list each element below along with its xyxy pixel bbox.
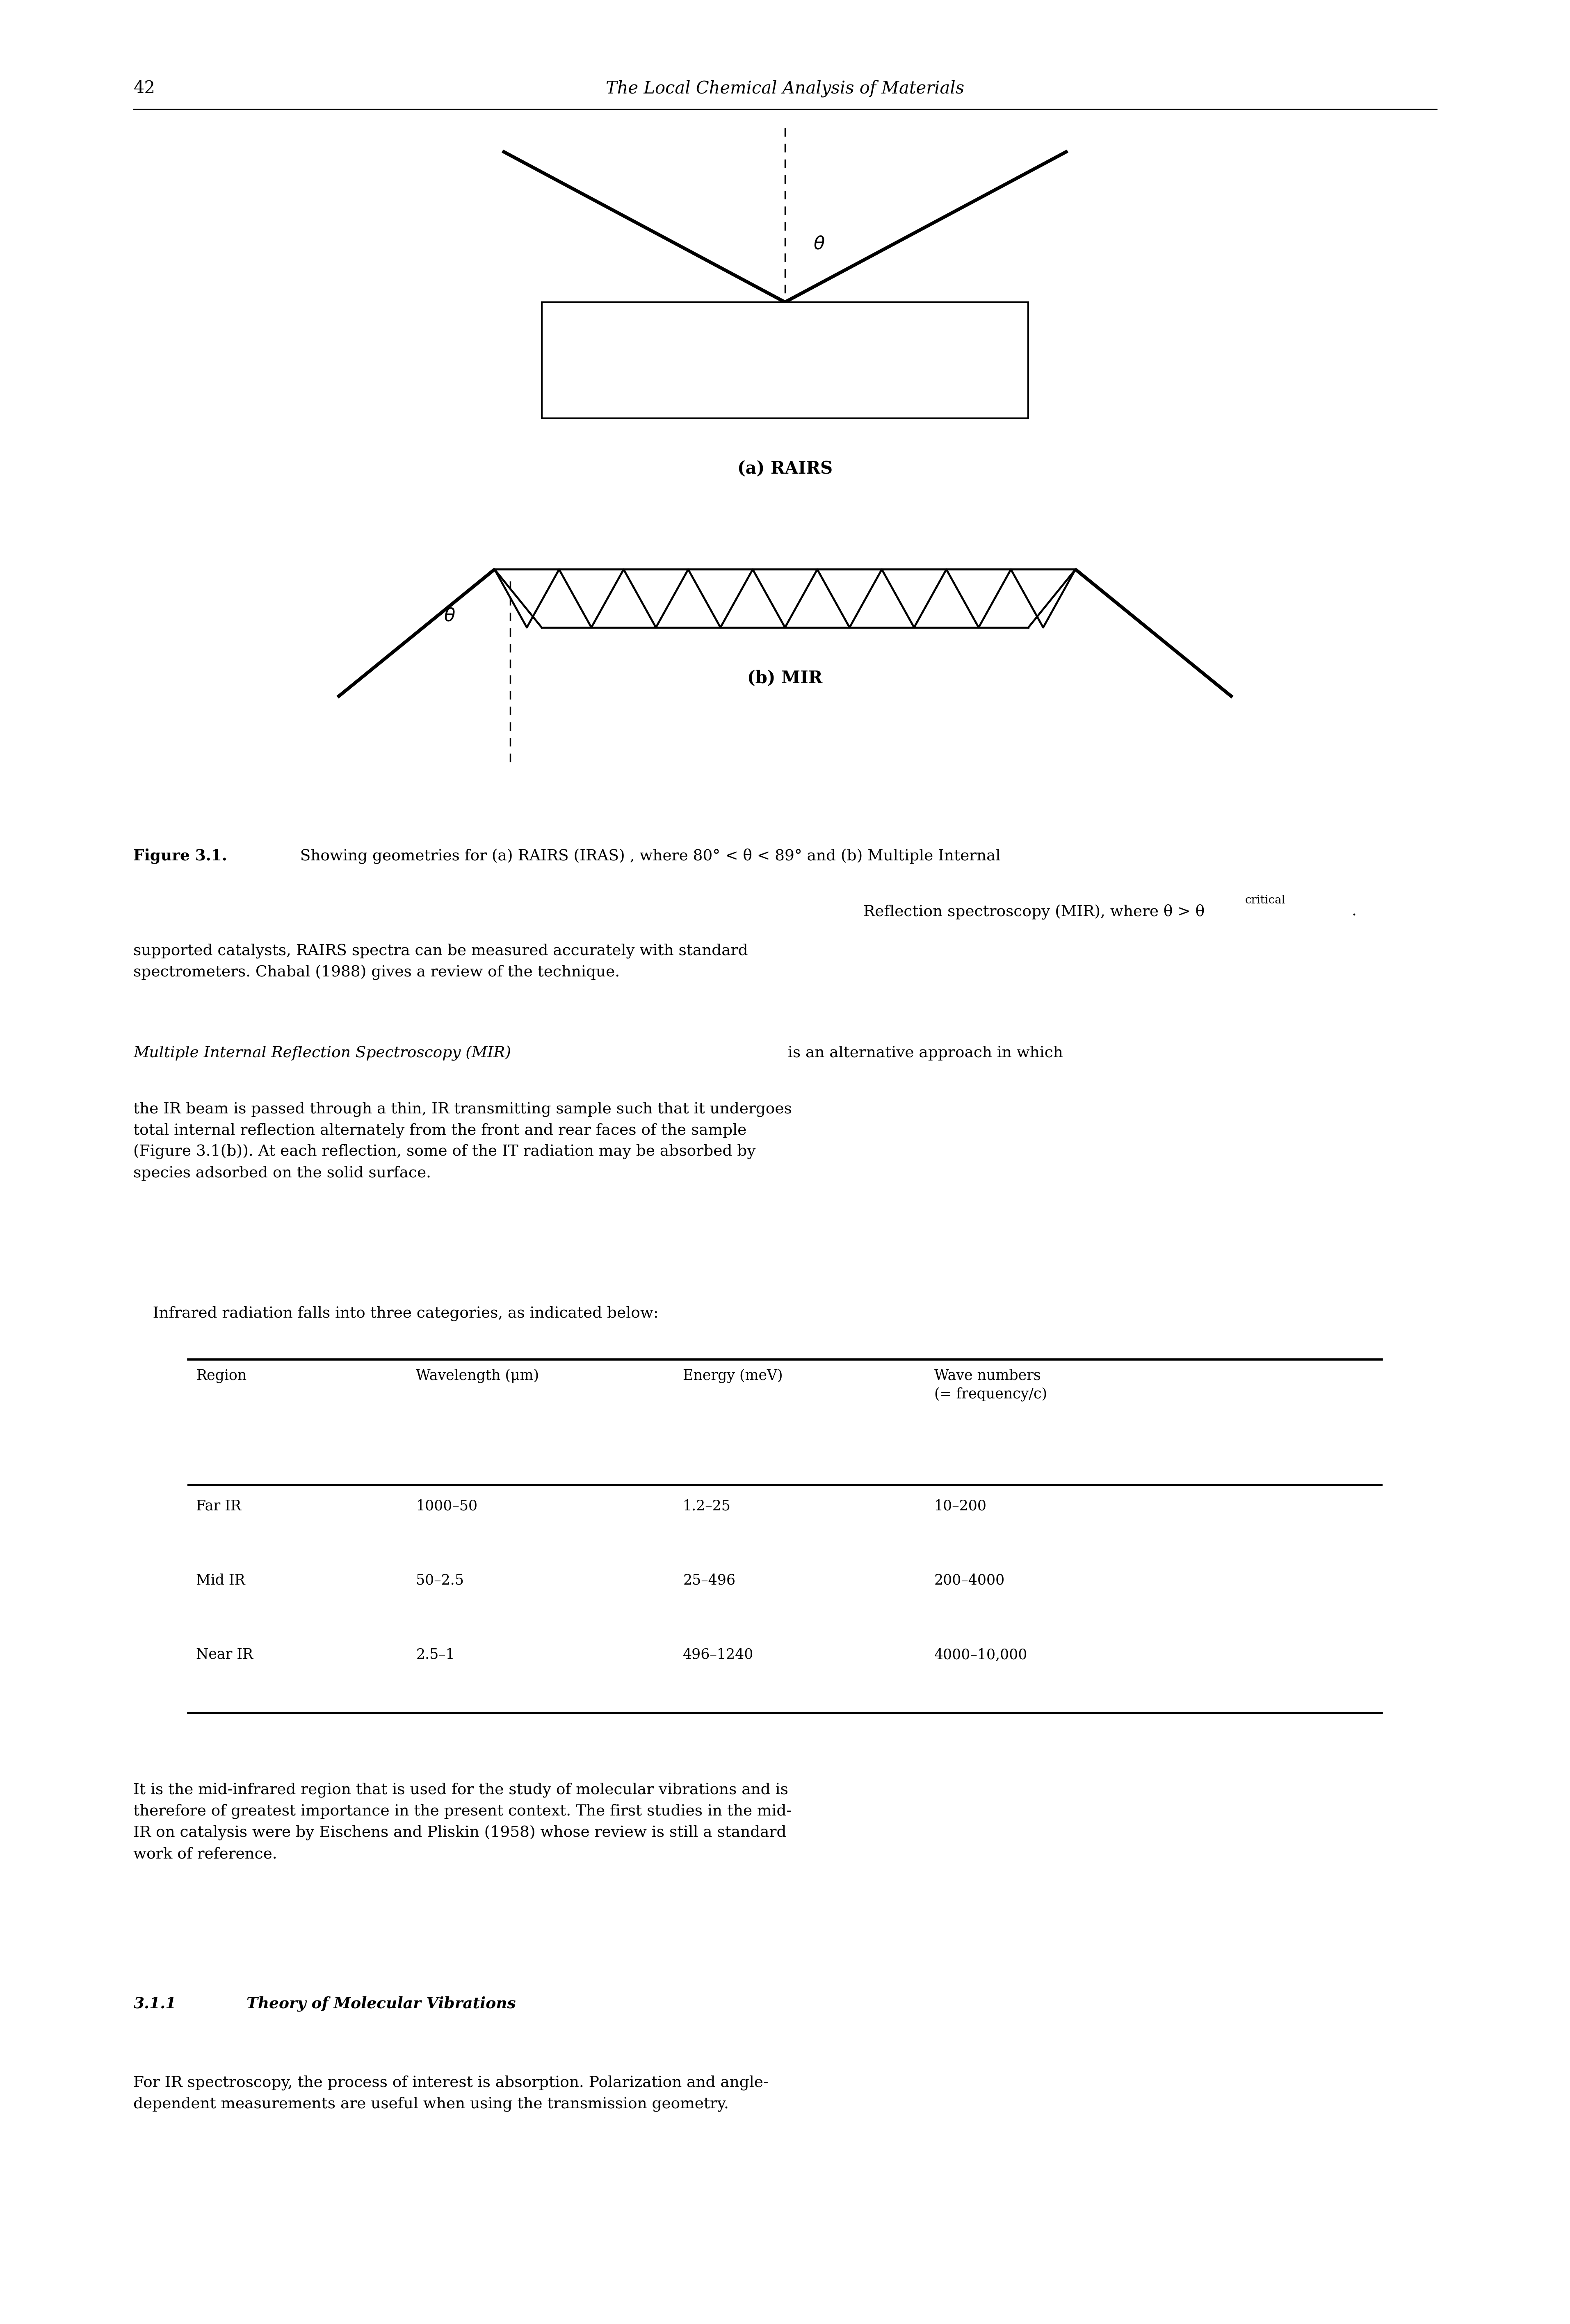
- Text: .: .: [1352, 904, 1356, 918]
- Text: Wave numbers
(= frequency/c): Wave numbers (= frequency/c): [934, 1369, 1047, 1401]
- Text: It is the mid-infrared region that is used for the study of molecular vibrations: It is the mid-infrared region that is us…: [133, 1783, 791, 1862]
- Text: 200–4000: 200–4000: [934, 1573, 1005, 1587]
- Text: (b) MIR: (b) MIR: [747, 669, 823, 686]
- Text: 496–1240: 496–1240: [683, 1648, 754, 1662]
- Text: critical: critical: [1245, 895, 1286, 906]
- Text: (a) RAIRS: (a) RAIRS: [738, 460, 832, 476]
- Text: Region: Region: [196, 1369, 246, 1383]
- Text: Near IR: Near IR: [196, 1648, 253, 1662]
- Text: Far IR: Far IR: [196, 1499, 242, 1513]
- Text: Mid IR: Mid IR: [196, 1573, 245, 1587]
- Text: 25–496: 25–496: [683, 1573, 735, 1587]
- Text: is an alternative approach in which: is an alternative approach in which: [783, 1046, 1063, 1060]
- Text: 2.5–1: 2.5–1: [416, 1648, 455, 1662]
- Text: Wavelength (μm): Wavelength (μm): [416, 1369, 539, 1383]
- Text: For IR spectroscopy, the process of interest is absorption. Polarization and ang: For IR spectroscopy, the process of inte…: [133, 2075, 769, 2113]
- Text: $\theta$: $\theta$: [444, 607, 455, 625]
- Text: supported catalysts, RAIRS spectra can be measured accurately with standard
spec: supported catalysts, RAIRS spectra can b…: [133, 944, 747, 981]
- Text: 50–2.5: 50–2.5: [416, 1573, 465, 1587]
- Text: Multiple Internal Reflection Spectroscopy (MIR): Multiple Internal Reflection Spectroscop…: [133, 1046, 512, 1062]
- Text: Infrared radiation falls into three categories, as indicated below:: Infrared radiation falls into three cate…: [133, 1306, 659, 1320]
- Text: Theory of Molecular Vibrations: Theory of Molecular Vibrations: [246, 1996, 517, 2013]
- Text: 1000–50: 1000–50: [416, 1499, 477, 1513]
- Text: The Local Chemical Analysis of Materials: The Local Chemical Analysis of Materials: [606, 79, 964, 98]
- Text: 10–200: 10–200: [934, 1499, 986, 1513]
- Text: $\theta$: $\theta$: [813, 235, 824, 253]
- Text: Reflection spectroscopy (MIR), where θ > θ: Reflection spectroscopy (MIR), where θ >…: [864, 904, 1204, 920]
- Text: 1.2–25: 1.2–25: [683, 1499, 732, 1513]
- Text: 42: 42: [133, 79, 155, 98]
- Text: 4000–10,000: 4000–10,000: [934, 1648, 1027, 1662]
- Text: 3.1.1: 3.1.1: [133, 1996, 176, 2013]
- Text: Figure 3.1.: Figure 3.1.: [133, 848, 228, 865]
- Text: the IR beam is passed through a thin, IR transmitting sample such that it underg: the IR beam is passed through a thin, IR…: [133, 1102, 791, 1181]
- Text: Showing geometries for (a) RAIRS (IRAS) , where 80° < θ < 89° and (b) Multiple I: Showing geometries for (a) RAIRS (IRAS) …: [290, 848, 1000, 865]
- Bar: [542, 302, 1028, 418]
- Text: Energy (meV): Energy (meV): [683, 1369, 783, 1383]
